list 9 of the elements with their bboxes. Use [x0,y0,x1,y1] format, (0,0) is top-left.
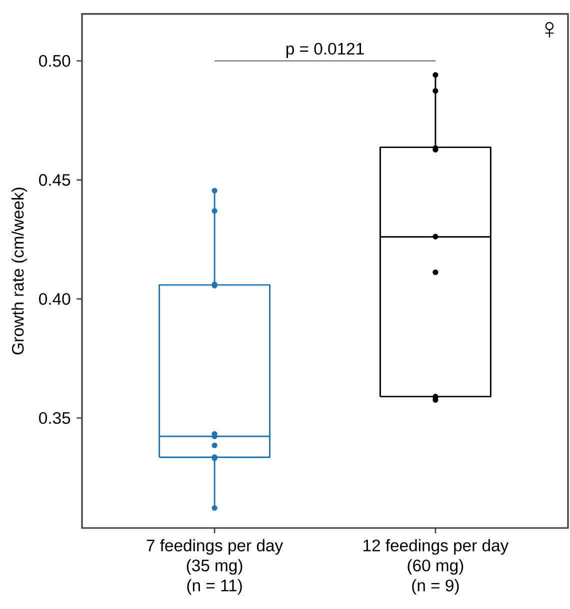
annotation: p = 0.0121 [286,42,364,58]
x-tick-label: 12 feedings per day (60 mg) (n = 9) [364,539,509,595]
y-tick-label: 0.45 [39,174,70,186]
annotation: ♀ [545,22,554,38]
x-tick-label: 7 feedings per day (35 mg) (n = 11) [146,539,284,595]
y-axis-title: Growth rate (cm/week) [11,188,28,354]
y-tick-label: 0.50 [39,55,70,67]
y-tick-label: 0.35 [39,412,70,424]
y-tick-label: 0.40 [39,293,70,305]
